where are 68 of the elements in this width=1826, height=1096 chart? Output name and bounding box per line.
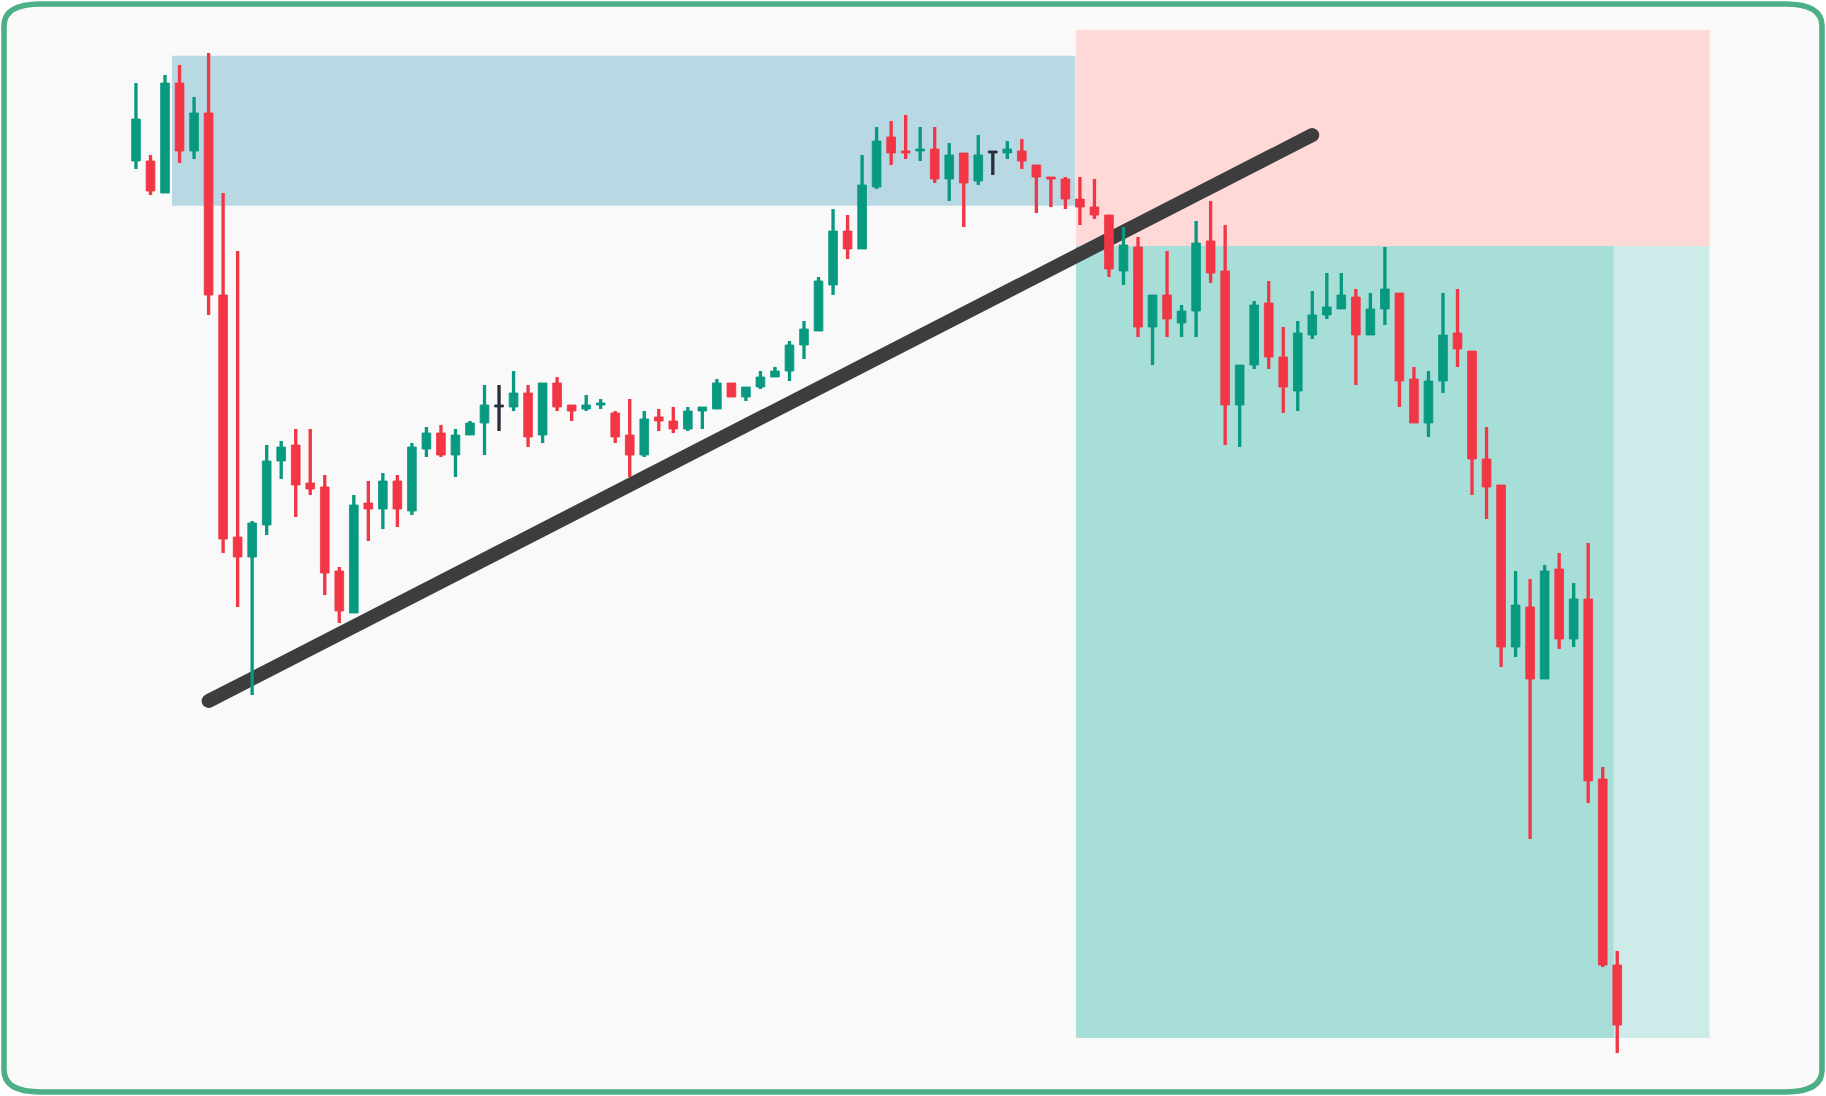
candlestick: [1234, 363, 1245, 449]
candlestick: [290, 427, 301, 519]
candlestick: [799, 319, 809, 361]
candlestick: [1089, 177, 1100, 221]
candlestick: [842, 213, 853, 261]
candlestick: [189, 95, 199, 161]
candlestick: [436, 423, 446, 459]
candlestick: [1075, 175, 1085, 227]
candlestick: [1322, 271, 1332, 321]
candlestick: [1017, 137, 1027, 171]
candlestick: [378, 471, 388, 531]
candlestick: [1452, 287, 1463, 369]
candlestick: [929, 125, 940, 185]
candlestick: [131, 81, 141, 171]
candlestick: [755, 369, 766, 391]
candlestick: [1351, 287, 1361, 387]
candlestick: [697, 405, 708, 431]
candlestick: [1438, 291, 1448, 395]
candlestick: [944, 141, 954, 203]
candlestick: [683, 405, 693, 433]
candlestick: [958, 151, 969, 229]
candlestick: [305, 427, 316, 497]
candlestick: [1365, 291, 1376, 337]
candlestick: [988, 150, 998, 177]
candlestick: [1278, 325, 1289, 415]
candlestick: [1568, 581, 1579, 649]
candlestick: [1031, 163, 1042, 215]
candlestick: [523, 383, 533, 449]
candlestick: [886, 119, 896, 167]
candlestick: [421, 425, 432, 459]
candlestick: [1060, 175, 1071, 211]
candlestick: [450, 427, 461, 479]
candlestick: [1380, 245, 1390, 327]
candlestick: [232, 249, 243, 609]
candlestick: [973, 133, 984, 187]
candlestick: [668, 405, 679, 435]
candlestick: [639, 409, 650, 459]
candlestick: [1481, 425, 1492, 521]
candlestick: [871, 125, 882, 191]
candlestick: [1409, 365, 1419, 425]
candlestick: [145, 153, 156, 197]
candlestick: [1423, 369, 1434, 439]
candlestick: [1176, 303, 1187, 339]
candlestick: [276, 439, 286, 481]
candlestick: [552, 375, 562, 413]
candlestick: [784, 339, 795, 383]
candlestick: [334, 565, 345, 625]
candlestick: [654, 407, 664, 433]
candlestick: [1510, 569, 1521, 659]
candlestick: [1118, 225, 1129, 287]
candlestick: [1002, 139, 1013, 161]
candlestick: [712, 377, 722, 411]
candlestick: [1307, 289, 1318, 341]
candlestick: [1147, 293, 1158, 367]
candlestick: [363, 479, 374, 543]
candlestick: [494, 383, 504, 433]
candlestick: [1162, 249, 1172, 339]
candlestick: [1046, 175, 1056, 209]
candlestick: [1336, 271, 1347, 311]
candlestick: [1205, 199, 1216, 285]
candlestick: [915, 125, 925, 163]
candlestick: [392, 473, 403, 529]
candlestick: [900, 113, 911, 161]
candlestick: [508, 369, 519, 413]
candlestick: [479, 383, 490, 457]
candlestick: [610, 409, 620, 445]
candlestick: [624, 397, 635, 479]
candlestick: [247, 519, 257, 697]
